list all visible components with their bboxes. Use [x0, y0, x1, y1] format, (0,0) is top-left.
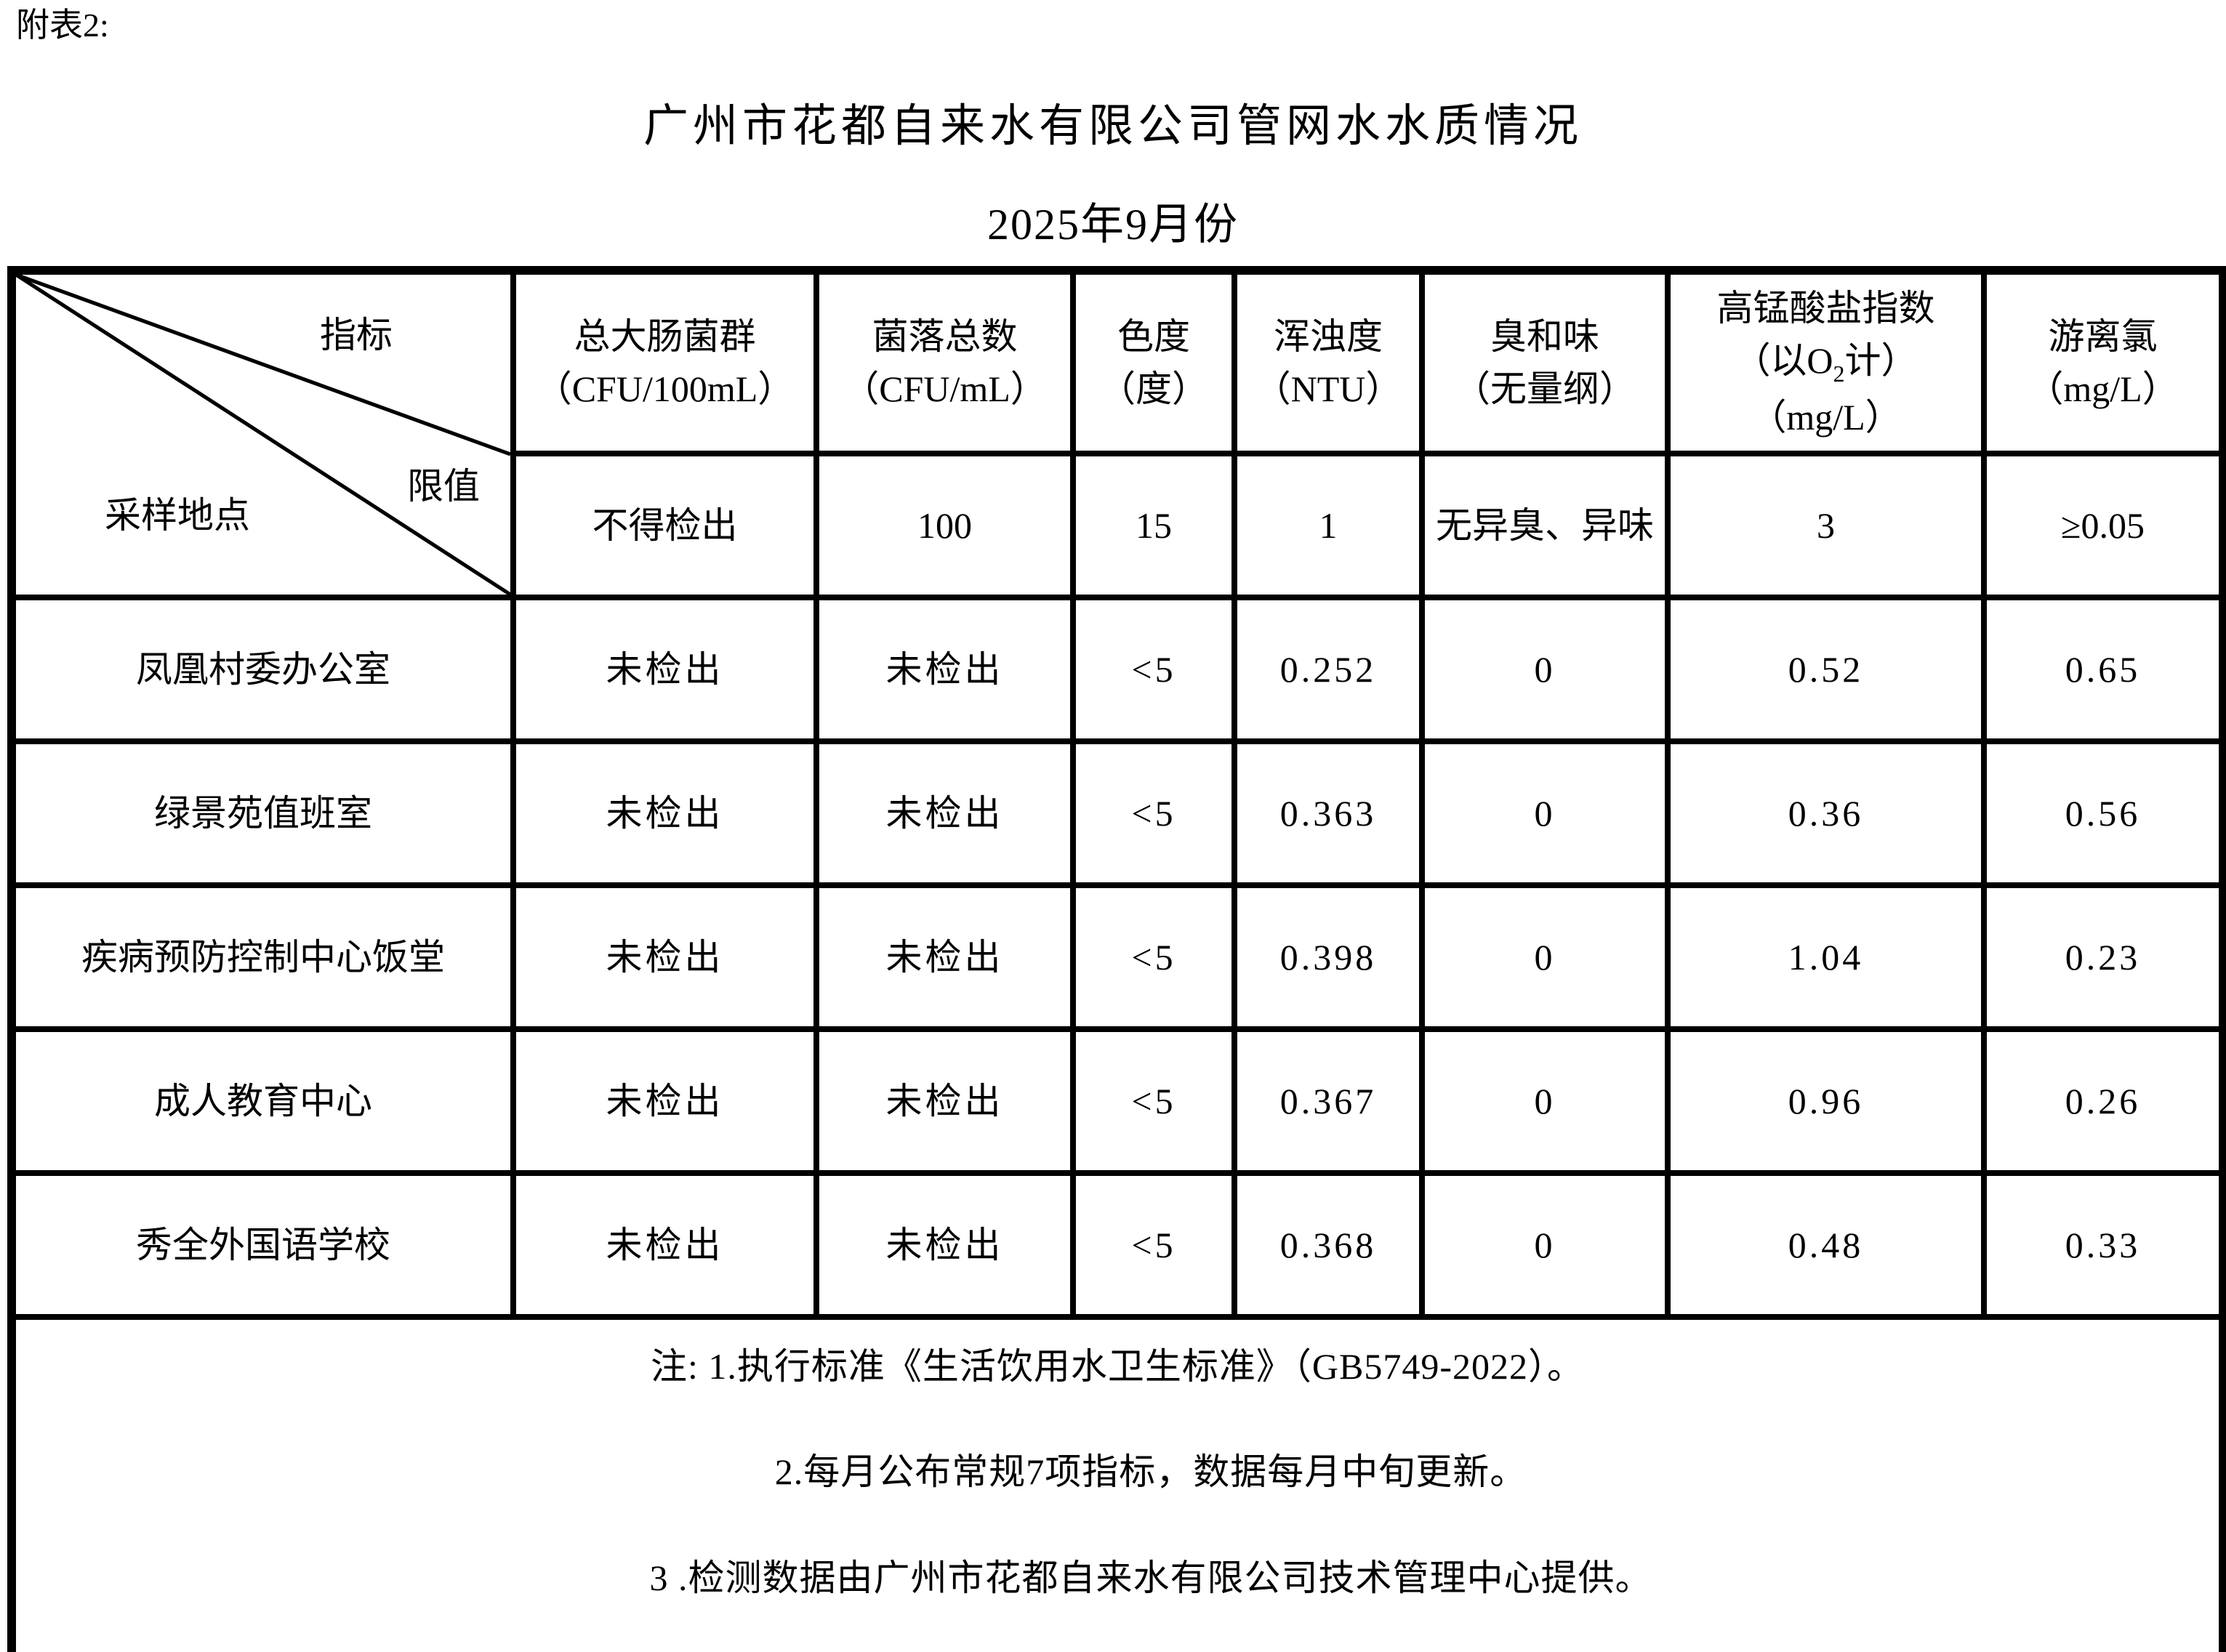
- document-subtitle: 2025年9月份: [987, 201, 1239, 249]
- table-row: 秀全外国语学校 未检出 未检出 <5 0.368 0 0.48 0.33: [9, 1170, 2226, 1320]
- value-cell: 0.398: [1231, 882, 1425, 1032]
- sampling-location-cell: 疾病预防控制中心饭堂: [9, 882, 516, 1032]
- value-cell: 0.23: [1981, 882, 2226, 1032]
- value-cell: <5: [1070, 1170, 1237, 1320]
- col-header-name: 浑浊度: [1274, 315, 1383, 357]
- note-line-2: 2.每月公布常规7项指标，数据每月中旬更新。: [774, 1451, 1527, 1493]
- value-cell: 1.04: [1665, 882, 1987, 1032]
- col-header-unit: （无量纲）: [1454, 368, 1636, 409]
- value-cell: 未检出: [510, 1026, 819, 1176]
- col-header-total-coliforms: 总大肠菌群 （CFU/100mL）: [510, 267, 819, 456]
- value-cell: 0.368: [1231, 1170, 1425, 1320]
- value-cell: 未检出: [813, 1170, 1076, 1320]
- value-cell: 0: [1419, 738, 1671, 888]
- corner-header-cell: 指标 限值 采样地点: [9, 267, 516, 600]
- value-cell: 未检出: [510, 595, 819, 744]
- col-header-unit: （度）: [1099, 368, 1208, 409]
- table-row: 疾病预防控制中心饭堂 未检出 未检出 <5 0.398 0 1.04 0.23: [9, 882, 2226, 1032]
- annex-label: 附表2:: [16, 7, 109, 44]
- col-header-color: 色度 （度）: [1070, 267, 1237, 456]
- col-header-name: 臭和味: [1490, 315, 1599, 357]
- col-header-name: 高锰酸盐指数: [1716, 287, 1935, 329]
- limit-cell: 1: [1231, 451, 1425, 600]
- value-cell: 0: [1419, 882, 1671, 1032]
- value-cell: 未检出: [813, 595, 1076, 744]
- col-header-unit: （mg/L）: [1750, 396, 1902, 438]
- notes-row: 注: 1.执行标准《生活饮用水卫生标准》（GB5749-2022）。 2.每月公…: [9, 1314, 2226, 1652]
- col-header-turbidity: 浑浊度 （NTU）: [1231, 267, 1425, 456]
- value-cell: 0.48: [1665, 1170, 1987, 1320]
- value-cell: <5: [1070, 595, 1237, 744]
- limit-cell: 无异臭、异味: [1419, 451, 1671, 600]
- value-cell: 0: [1419, 595, 1671, 744]
- value-cell: 0.33: [1981, 1170, 2226, 1320]
- col-header-name: 色度: [1117, 315, 1190, 357]
- note-line-3: 3 .检测数据由广州市花都自来水有限公司技术管理中心提供。: [649, 1557, 1652, 1598]
- col-header-free-chlorine: 游离氯 （mg/L）: [1981, 267, 2226, 456]
- header-row: 指标 限值 采样地点 总大肠菌群 （CFU/100mL） 菌落总数 （CFU/m…: [9, 267, 2226, 600]
- col-header-unit-o2: （以O2计）: [1734, 340, 1918, 387]
- col-header-unit: （CFU/mL）: [843, 368, 1047, 409]
- value-cell: 0.56: [1981, 738, 2226, 888]
- value-cell: 0: [1419, 1026, 1671, 1176]
- table-row: 绿景苑值班室 未检出 未检出 <5 0.363 0 0.36 0.56: [9, 738, 2226, 888]
- value-cell: 未检出: [813, 1026, 1076, 1176]
- value-cell: <5: [1070, 738, 1237, 888]
- value-cell: 0.96: [1665, 1026, 1987, 1176]
- value-cell: 0.52: [1665, 595, 1987, 744]
- value-cell: <5: [1070, 882, 1237, 1032]
- value-cell: 0.26: [1981, 1026, 2226, 1176]
- col-header-permanganate-index: 高锰酸盐指数 （以O2计） （mg/L）: [1665, 267, 1987, 456]
- col-header-unit: （CFU/100mL）: [535, 368, 795, 409]
- corner-indicator-label: 指标: [320, 315, 393, 355]
- notes-cell: 注: 1.执行标准《生活饮用水卫生标准》（GB5749-2022）。 2.每月公…: [9, 1314, 2226, 1652]
- sampling-location-cell: 成人教育中心: [9, 1026, 516, 1176]
- limit-cell: 不得检出: [510, 451, 819, 600]
- col-header-name: 菌落总数: [872, 315, 1018, 357]
- col-header-colony-count: 菌落总数 （CFU/mL）: [813, 267, 1076, 456]
- value-cell: 未检出: [510, 738, 819, 888]
- limit-cell: 15: [1070, 451, 1237, 600]
- table-row: 凤凰村委办公室 未检出 未检出 <5 0.252 0 0.52 0.65: [9, 595, 2226, 744]
- value-cell: 0.367: [1231, 1026, 1425, 1176]
- corner-limit-label: 限值: [407, 466, 480, 507]
- value-cell: 0.363: [1231, 738, 1425, 888]
- col-header-unit: （mg/L）: [2027, 368, 2179, 409]
- water-quality-table: 指标 限值 采样地点 总大肠菌群 （CFU/100mL） 菌落总数 （CFU/m…: [7, 266, 2226, 1652]
- col-header-unit: （NTU）: [1254, 368, 1402, 409]
- note-line-1: 注: 1.执行标准《生活饮用水卫生标准》（GB5749-2022）。: [651, 1345, 1584, 1387]
- subscript-2: 2: [1833, 360, 1845, 387]
- value-cell: 0.36: [1665, 738, 1987, 888]
- value-cell: 0.252: [1231, 595, 1425, 744]
- value-cell: 0: [1419, 1170, 1671, 1320]
- value-cell: 0.65: [1981, 595, 2226, 744]
- limit-cell: 100: [813, 451, 1076, 600]
- value-cell: <5: [1070, 1026, 1237, 1176]
- value-cell: 未检出: [813, 882, 1076, 1032]
- col-header-name: 游离氯: [2048, 315, 2158, 357]
- col-header-odor-taste: 臭和味 （无量纲）: [1419, 267, 1671, 456]
- sampling-location-cell: 凤凰村委办公室: [9, 595, 516, 744]
- sampling-location-cell: 绿景苑值班室: [9, 738, 516, 888]
- diagonal-divider-lines: [17, 276, 507, 592]
- value-cell: 未检出: [510, 1170, 819, 1320]
- table-row: 成人教育中心 未检出 未检出 <5 0.367 0 0.96 0.26: [9, 1026, 2226, 1176]
- col-header-name: 总大肠菌群: [574, 315, 756, 357]
- document-title: 广州市花都自来水有限公司管网水水质情况: [643, 102, 1583, 151]
- limit-cell: ≥0.05: [1981, 451, 2226, 600]
- value-cell: 未检出: [813, 738, 1076, 888]
- limit-row: 不得检出 100 15 1 无异臭、异味 3 ≥0.05: [12, 451, 2226, 600]
- corner-location-label: 采样地点: [105, 495, 250, 536]
- sampling-location-cell: 秀全外国语学校: [9, 1170, 516, 1320]
- limit-cell: 3: [1665, 451, 1987, 600]
- value-cell: 未检出: [510, 882, 819, 1032]
